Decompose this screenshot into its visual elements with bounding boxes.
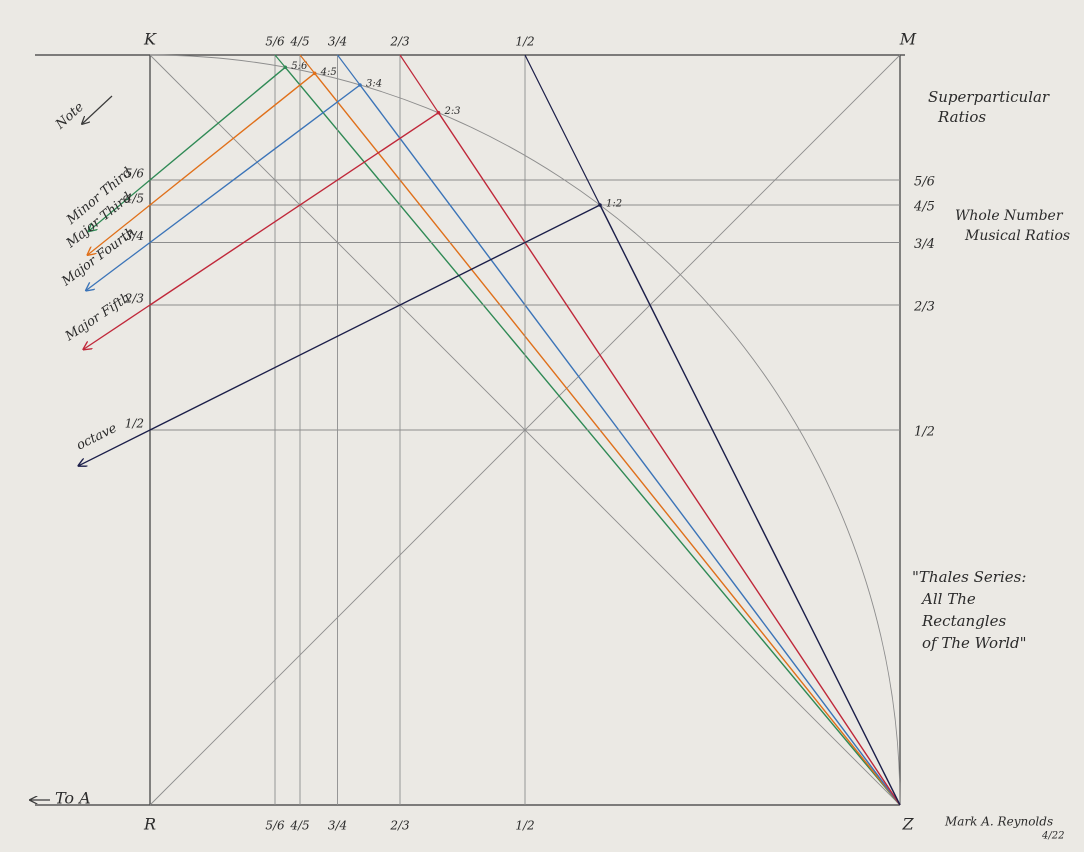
top-fraction: 2/3 [389,35,410,49]
right-fraction: 4/5 [913,200,935,215]
right-fraction: 3/4 [914,237,935,252]
signature-date: 4/22 [1041,831,1064,842]
bottom-fraction: 1/2 [515,819,534,833]
ratio-point [313,71,317,75]
bottom-fraction: 3/4 [328,819,347,833]
bottom-fraction: 5/6 [265,819,285,833]
top-fraction: 5/6 [265,35,285,49]
thales-caption-line: of The World" [922,634,1027,652]
point-label: 4:5 [320,67,337,78]
thales-caption-line: All The [920,590,976,608]
corner-label: Z [901,815,914,834]
whole-number-caption-line: Whole Number [955,208,1064,224]
left-fraction: 1/2 [125,417,144,431]
ratio-point [598,203,602,207]
top-fraction: 3/4 [328,35,347,49]
left-fraction: 3/4 [125,229,144,243]
ratio-point [283,65,287,69]
point-label: 3:4 [366,79,382,90]
right-fraction: 1/2 [914,425,935,440]
page-body: KMRZMinor Third5/65/65/65/65:6Major Thir… [0,0,1084,852]
thales-caption-line: "Thales Series: [912,568,1026,586]
left-fraction: 5/6 [125,167,145,181]
top-fraction: 1/2 [515,35,534,49]
ratio-point [358,83,362,87]
corner-label: K [143,30,157,49]
to-a-label: To A [55,789,91,808]
bottom-fraction: 2/3 [389,819,410,833]
corner-label: M [899,30,917,49]
left-fraction: 2/3 [124,292,145,306]
bottom-fraction: 4/5 [289,819,309,833]
page: {"corners": ["K", "M", "R", "Z"], "ratio… [0,0,1084,852]
signature: Mark A. Reynolds [944,815,1053,829]
corner-label: R [143,815,156,834]
thales-caption-line: Rectangles [921,612,1006,630]
point-label: 2:3 [443,106,460,117]
top-fraction: 4/5 [289,35,309,49]
right-fraction: 2/3 [913,300,935,315]
point-label: 1:2 [606,199,622,210]
diagram: KMRZMinor Third5/65/65/65/65:6Major Thir… [0,0,1084,852]
ratio-point [437,111,441,115]
right-fraction: 5/6 [914,175,935,190]
superparticular-caption-line: Superparticular [928,88,1050,106]
whole-number-caption-line: Musical Ratios [964,228,1070,244]
left-fraction: 4/5 [124,192,144,206]
superparticular-caption-line: Ratios [937,108,986,126]
